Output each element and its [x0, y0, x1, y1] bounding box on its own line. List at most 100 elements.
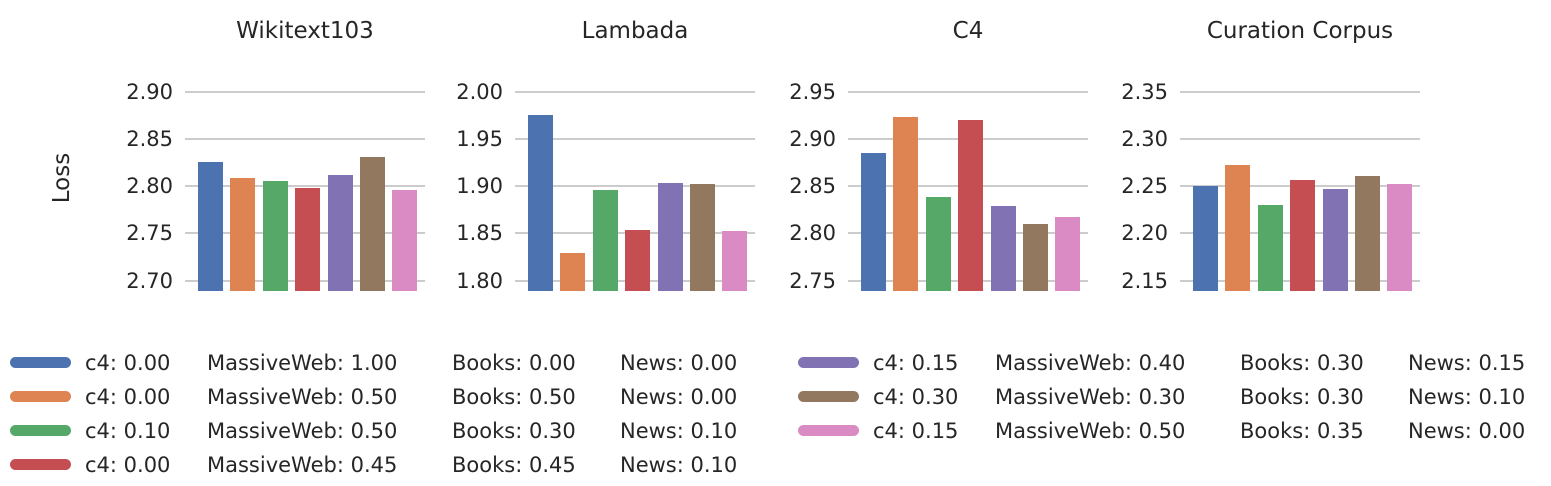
y-tick-label: 2.30 [1121, 127, 1168, 152]
y-tick-label: 2.70 [126, 268, 173, 293]
bar-wikitext103-4 [327, 175, 353, 291]
gridline [1180, 90, 1420, 93]
gridline [515, 185, 755, 188]
y-tick-label: 2.90 [126, 79, 173, 104]
bar-lambada-1 [560, 253, 586, 291]
legend-swatch-icon [10, 425, 71, 436]
legend-field-news: News: 0.10 [1408, 385, 1526, 409]
legend-field-massiveweb: MassiveWeb: 0.45 [207, 453, 398, 477]
legend-field-books: Books: 0.45 [452, 453, 576, 477]
subplot-curation-corpus [1180, 75, 1420, 291]
legend-field-massiveweb: MassiveWeb: 0.30 [995, 385, 1186, 409]
legend-swatch-icon [798, 357, 859, 368]
legend-field-c4: c4: 0.00 [85, 453, 171, 477]
y-tick-label: 1.95 [456, 127, 503, 152]
legend-field-books: Books: 0.35 [1240, 419, 1364, 443]
bar-wikitext103-0 [198, 161, 223, 291]
bar-lambada-5 [690, 184, 715, 291]
gridline [848, 90, 1088, 93]
subplot-title-wikitext103: Wikitext103 [236, 18, 374, 44]
legend-field-news: News: 0.10 [620, 419, 738, 443]
bar-c4-6 [1055, 216, 1081, 291]
legend-field-c4: c4: 0.15 [873, 351, 959, 375]
y-tick-label: 1.80 [456, 268, 503, 293]
bar-c4-5 [1023, 224, 1048, 291]
subplot-title-curation-corpus: Curation Corpus [1206, 18, 1394, 44]
bar-wikitext103-3 [295, 188, 321, 291]
bar-lambada-2 [592, 190, 618, 291]
bar-wikitext103-6 [392, 190, 418, 291]
bar-curation-corpus-3 [1290, 179, 1316, 291]
y-tick-label: 2.75 [789, 268, 836, 293]
y-tick-label: 2.95 [789, 79, 836, 104]
legend-swatch-icon [798, 391, 859, 402]
y-tick-label: 2.85 [126, 127, 173, 152]
gridline [185, 90, 425, 93]
gridline [185, 185, 425, 188]
bar-wikitext103-5 [360, 157, 385, 291]
gridline [515, 90, 755, 93]
bar-c4-3 [958, 120, 984, 291]
bar-curation-corpus-4 [1322, 189, 1348, 291]
bar-lambada-0 [528, 114, 553, 291]
bar-lambada-4 [657, 182, 683, 291]
bar-curation-corpus-6 [1387, 183, 1413, 291]
y-axis-label: Loss [49, 152, 75, 204]
legend-field-news: News: 0.15 [1408, 351, 1526, 375]
legend-field-books: Books: 0.30 [1240, 385, 1364, 409]
legend-field-books: Books: 0.30 [1240, 351, 1364, 375]
subplot-lambada [515, 75, 755, 291]
y-tick-label: 2.00 [456, 79, 503, 104]
legend-swatch-icon [10, 357, 71, 368]
bar-curation-corpus-1 [1225, 164, 1251, 291]
y-tick-label: 1.85 [456, 221, 503, 246]
bar-c4-2 [925, 196, 951, 291]
legend-field-massiveweb: MassiveWeb: 1.00 [207, 351, 398, 375]
legend-field-massiveweb: MassiveWeb: 0.40 [995, 351, 1186, 375]
legend-field-massiveweb: MassiveWeb: 0.50 [207, 419, 398, 443]
legend-field-c4: c4: 0.15 [873, 419, 959, 443]
bar-c4-1 [893, 116, 919, 291]
bar-wikitext103-1 [230, 177, 256, 291]
legend-field-books: Books: 0.30 [452, 419, 576, 443]
y-tick-label: 2.85 [789, 174, 836, 199]
legend-field-c4: c4: 0.00 [85, 385, 171, 409]
legend-field-news: News: 0.10 [620, 453, 738, 477]
y-tick-label: 2.20 [1121, 221, 1168, 246]
legend-field-books: Books: 0.50 [452, 385, 576, 409]
bar-curation-corpus-0 [1193, 186, 1218, 291]
bar-curation-corpus-2 [1257, 205, 1283, 291]
bar-wikitext103-2 [262, 180, 288, 291]
y-tick-label: 2.25 [1121, 174, 1168, 199]
subplot-c4 [848, 75, 1088, 291]
y-tick-label: 2.75 [126, 221, 173, 246]
y-tick-label: 1.90 [456, 174, 503, 199]
subplot-title-c4: C4 [952, 18, 984, 44]
legend-field-c4: c4: 0.10 [85, 419, 171, 443]
gridline [185, 138, 425, 141]
legend-field-c4: c4: 0.30 [873, 385, 959, 409]
gridline [1180, 138, 1420, 141]
legend-field-massiveweb: MassiveWeb: 0.50 [995, 419, 1186, 443]
legend-swatch-icon [10, 459, 71, 470]
y-tick-label: 2.15 [1121, 268, 1168, 293]
bar-curation-corpus-5 [1355, 175, 1380, 291]
subplot-wikitext103 [185, 75, 425, 291]
bar-lambada-6 [722, 230, 748, 291]
y-tick-label: 2.80 [126, 174, 173, 199]
y-tick-label: 2.90 [789, 127, 836, 152]
legend-field-news: News: 0.00 [620, 351, 738, 375]
legend-field-massiveweb: MassiveWeb: 0.50 [207, 385, 398, 409]
legend-swatch-icon [798, 425, 859, 436]
subplot-title-lambada: Lambada [581, 18, 689, 44]
legend-field-news: News: 0.00 [620, 385, 738, 409]
bar-lambada-3 [625, 229, 651, 291]
legend-field-news: News: 0.00 [1408, 419, 1526, 443]
gridline [515, 138, 755, 141]
bar-c4-4 [990, 206, 1016, 291]
legend-field-c4: c4: 0.00 [85, 351, 171, 375]
legend-field-books: Books: 0.00 [452, 351, 576, 375]
legend-swatch-icon [10, 391, 71, 402]
y-tick-label: 2.35 [1121, 79, 1168, 104]
